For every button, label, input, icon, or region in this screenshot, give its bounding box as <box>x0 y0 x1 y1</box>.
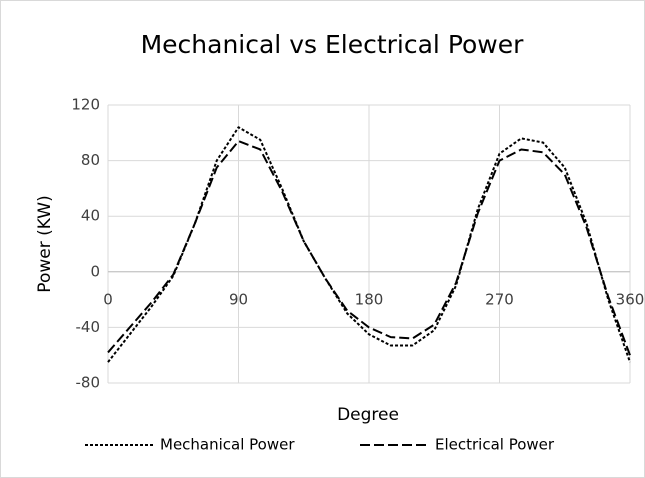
x-tick-label: 180 <box>355 290 384 308</box>
series-line <box>107 140 631 356</box>
x-tick-label: 90 <box>229 290 248 308</box>
y-tick-label: -80 <box>76 374 101 392</box>
legend-label: Mechanical Power <box>160 436 295 454</box>
x-tick-label: 360 <box>616 290 645 308</box>
y-tick-label: 80 <box>81 151 100 169</box>
y-tick-label: -40 <box>76 318 101 336</box>
legend-label: Electrical Power <box>435 436 555 454</box>
y-tick-label: 120 <box>71 96 100 114</box>
y-tick-label: 40 <box>81 207 100 225</box>
y-axis-label: Power (KW) <box>35 195 55 292</box>
x-tick-label: 270 <box>485 290 514 308</box>
y-tick-label: 0 <box>90 262 100 280</box>
x-axis-label: Degree <box>337 405 399 425</box>
chart-title: Mechanical vs Electrical Power <box>141 30 525 59</box>
x-tick-label: 0 <box>103 290 113 308</box>
